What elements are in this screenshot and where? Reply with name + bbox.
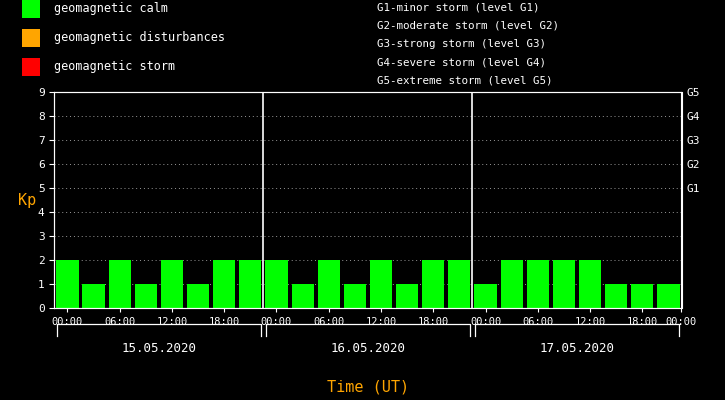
Bar [161,260,183,308]
Bar [83,284,104,308]
Bar [370,260,392,308]
Bar [526,260,549,308]
Bar [239,260,262,308]
Bar [422,260,444,308]
Text: geomagnetic storm: geomagnetic storm [54,60,175,73]
Text: geomagnetic calm: geomagnetic calm [54,2,168,15]
Bar [474,284,497,308]
Y-axis label: Kp: Kp [17,192,36,208]
Bar [448,260,471,308]
Text: G2-moderate storm (level G2): G2-moderate storm (level G2) [377,20,559,30]
Text: 17.05.2020: 17.05.2020 [539,342,615,354]
Bar [500,260,523,308]
FancyBboxPatch shape [22,0,40,18]
Text: Time (UT): Time (UT) [327,379,409,394]
Bar [213,260,236,308]
Bar [605,284,627,308]
Text: 15.05.2020: 15.05.2020 [121,342,196,354]
Bar [552,260,575,308]
Bar [291,284,314,308]
FancyBboxPatch shape [22,29,40,47]
Bar [135,284,157,308]
Bar [579,260,601,308]
Text: 16.05.2020: 16.05.2020 [331,342,405,354]
Text: geomagnetic disturbances: geomagnetic disturbances [54,31,225,44]
Text: G1-minor storm (level G1): G1-minor storm (level G1) [377,2,539,12]
Text: G3-strong storm (level G3): G3-strong storm (level G3) [377,39,546,49]
Bar [344,284,366,308]
FancyBboxPatch shape [22,58,40,76]
Bar [57,260,78,308]
Bar [109,260,130,308]
Text: G5-extreme storm (level G5): G5-extreme storm (level G5) [377,76,552,86]
Bar [658,284,679,308]
Text: G4-severe storm (level G4): G4-severe storm (level G4) [377,58,546,68]
Bar [318,260,340,308]
Bar [265,260,288,308]
Bar [631,284,653,308]
Bar [396,284,418,308]
Bar [187,284,210,308]
